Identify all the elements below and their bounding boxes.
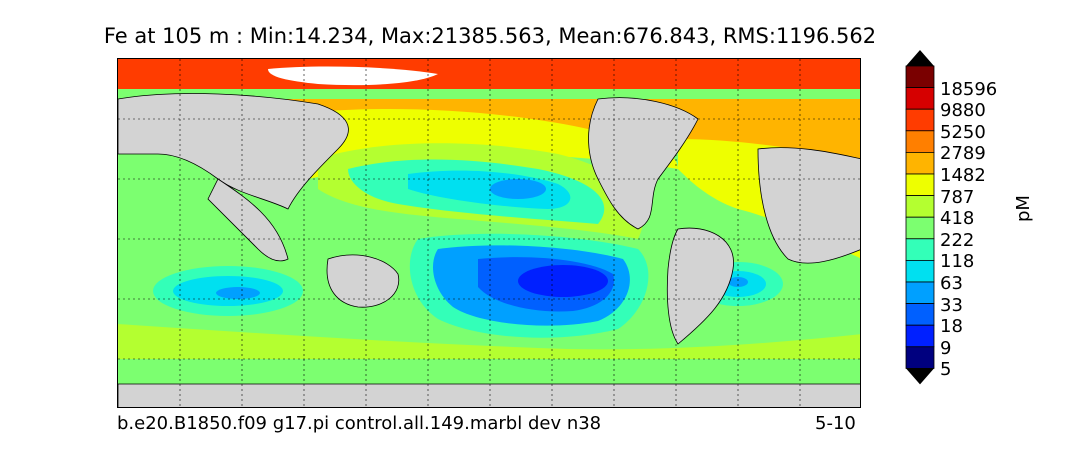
- indian-core: [216, 287, 260, 299]
- colorbar-segment: [905, 216, 935, 240]
- south-pacific-core: [518, 265, 608, 297]
- colorbar-segment: [905, 346, 935, 369]
- colorbar-segment: [905, 303, 935, 326]
- colorbar-segment: [905, 173, 935, 197]
- colorbar: [905, 50, 935, 385]
- colorbar-tick-label: 787: [940, 186, 975, 208]
- colorbar-segment: [905, 238, 935, 261]
- map-panel: [117, 58, 861, 408]
- run-name-caption: b.e20.B1850.f09 g17.pi control.all.149.m…: [117, 413, 602, 434]
- colorbar-tick-label: 5: [940, 359, 952, 381]
- colorbar-segment: [905, 152, 935, 175]
- south-atlantic-core: [728, 277, 748, 287]
- arctic-band: [118, 59, 860, 89]
- colorbar-tick-label: 18596: [940, 78, 998, 100]
- colorbar-segment: [905, 324, 935, 348]
- southern-ocean-band: [118, 324, 860, 359]
- colorbar-tick-label: 222: [940, 229, 975, 251]
- colorbar-segment: [905, 108, 935, 132]
- colorbar-tick-label: 418: [940, 208, 975, 230]
- colorbar-tick-label: 9: [940, 337, 952, 359]
- colorbar-unit: pM: [1013, 195, 1034, 222]
- colorbar-tick-label: 33: [940, 294, 963, 316]
- north-pacific-center: [490, 179, 546, 199]
- southern-ocean-green: [118, 359, 860, 382]
- colorbar-tick-label: 9880: [940, 100, 986, 122]
- colorbar-tick-label: 5250: [940, 121, 986, 143]
- graticule: [118, 59, 860, 407]
- colorbar-segment: [905, 259, 935, 283]
- colorbar-segment: [905, 87, 935, 110]
- colorbar-tick-label: 1482: [940, 165, 986, 186]
- colorbar-segment: [905, 130, 935, 153]
- land: [118, 93, 860, 407]
- colorbar-segment: [905, 65, 935, 89]
- colorbar-tick-label: 118: [940, 251, 975, 273]
- colorbar-tick-label: 2789: [940, 143, 986, 165]
- colorbar-under-arrow: [906, 368, 934, 385]
- colorbar-segment: [905, 195, 935, 218]
- map-title: Fe at 105 m : Min:14.234, Max:21385.563,…: [103, 24, 877, 48]
- sea-ice: [268, 66, 438, 86]
- colorbar-tick-label: 18: [940, 316, 963, 338]
- colorbar-segment: [905, 281, 935, 305]
- period-caption: 5-10: [815, 413, 856, 434]
- colorbar-tick-label: 63: [940, 273, 963, 294]
- colorbar-over-arrow: [906, 50, 934, 66]
- ocean-field-map: [118, 59, 860, 407]
